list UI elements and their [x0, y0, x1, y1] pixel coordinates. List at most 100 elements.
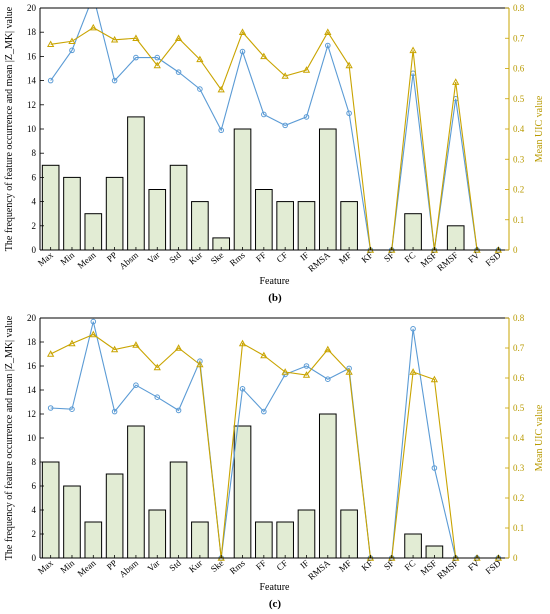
- bar-var: [148, 509, 167, 559]
- bar-max: [41, 164, 60, 251]
- right-tick-label: 0.8: [513, 3, 525, 13]
- uic-point-std: [174, 34, 183, 41]
- uic-point-ske: [217, 85, 225, 93]
- uic-point-if: [302, 66, 311, 73]
- zmk-point-if: [303, 114, 310, 120]
- bar-mean: [84, 213, 103, 251]
- left-tick-label: 0: [32, 245, 37, 255]
- x-tick-label-var: Var: [146, 250, 162, 266]
- y-axis-right-title: Mean UIC value: [534, 95, 545, 162]
- x-tick-label-pp: PP: [105, 250, 119, 264]
- uic-point-var: [153, 61, 161, 69]
- bar-pp: [105, 176, 124, 251]
- bar-kur: [191, 201, 209, 251]
- series-uic-line: [50, 27, 499, 251]
- x-tick-label-if: IF: [298, 250, 311, 263]
- x-tick-label-ff: FF: [254, 250, 268, 264]
- zmk-point-mf: [346, 365, 352, 372]
- uic-point-absm: [132, 341, 140, 348]
- zmk-point-rms: [239, 48, 246, 55]
- zmk-point-max: [47, 405, 54, 411]
- x-tick-label-fc: FC: [402, 558, 417, 573]
- bar-mf: [340, 509, 358, 559]
- uic-point-rms: [238, 28, 247, 35]
- right-tick-label: 0.5: [513, 403, 525, 413]
- y-axis-title: The frequency of feature occurrence and …: [4, 6, 15, 251]
- bar-pp: [105, 473, 124, 559]
- left-tick-label: 4: [32, 505, 37, 515]
- zmk-point-var: [154, 54, 161, 61]
- x-tick-label-mean: Mean: [75, 558, 98, 579]
- panel-caption: (b): [268, 292, 282, 304]
- zmk-point-rmsa: [325, 42, 331, 49]
- left-tick-label: 12: [27, 409, 36, 419]
- uic-point-cf: [281, 72, 289, 79]
- uic-point-ff: [260, 351, 268, 359]
- chart-panel-b: 0 2 4 6 8 10 12 14 16 18 20 0 0.1 0.2 0.3 0.4 0.5 0.6 0.7 0…: [4, 3, 545, 304]
- zmk-point-max: [47, 77, 54, 84]
- panel-caption: (c): [269, 598, 282, 610]
- zmk-point-mean: [90, 318, 97, 325]
- x-tick-label-var: Var: [146, 558, 162, 574]
- uic-point-var: [153, 363, 161, 371]
- x-tick-label-rmsa: RMSA: [306, 558, 332, 582]
- x-tick-label-mf: MF: [337, 250, 353, 266]
- left-tick-label: 8: [32, 148, 37, 158]
- x-tick-label-mean: Mean: [75, 250, 98, 271]
- zmk-point-cf: [282, 122, 288, 129]
- bar-kur: [191, 521, 209, 559]
- bar-ff: [255, 521, 273, 559]
- right-tick-label: 0.7: [513, 33, 525, 43]
- right-tick-label: 0.1: [513, 215, 524, 225]
- left-tick-label: 14: [27, 385, 37, 395]
- x-tick-label-if: IF: [298, 558, 311, 571]
- x-tick-label-sf: SF: [382, 250, 396, 264]
- bar-rms: [233, 128, 252, 251]
- x-tick-label-sf: SF: [382, 558, 396, 572]
- uic-point-mean: [89, 330, 97, 338]
- bar-absm: [127, 425, 145, 559]
- zmk-point-absm: [133, 54, 139, 61]
- bar-cf: [276, 521, 294, 559]
- uic-point-std: [174, 344, 183, 351]
- left-tick-label: 14: [27, 76, 37, 86]
- bar-rmsf: [446, 225, 465, 251]
- bar-if: [297, 201, 316, 251]
- bar-max: [41, 461, 60, 559]
- uic-point-kur: [196, 360, 204, 368]
- zmk-point-rms: [239, 386, 246, 392]
- left-tick-label: 6: [32, 481, 37, 491]
- x-tick-label-std: Std: [167, 558, 183, 574]
- zmk-point-rmsa: [325, 376, 331, 383]
- uic-point-max: [47, 350, 55, 357]
- uic-point-pp: [110, 345, 119, 353]
- bar-min: [63, 176, 81, 251]
- zmk-point-kur: [197, 86, 203, 92]
- chart-panel-c: 0 2 4 6 8 10 12 14 16 18 20 0 0.1 0.2 0.3 0.4 0.5 0.6 0.7 0…: [4, 313, 545, 610]
- x-tick-label-min: Min: [58, 558, 76, 576]
- right-tick-label: 0: [513, 553, 518, 563]
- zmk-point-ff: [261, 111, 267, 118]
- uic-point-absm: [132, 34, 140, 41]
- right-tick-label: 0.5: [513, 94, 525, 104]
- x-tick-label-pp: PP: [105, 558, 119, 572]
- uic-point-msf: [430, 375, 439, 383]
- left-tick-label: 6: [32, 172, 37, 182]
- bar-mean: [84, 521, 103, 559]
- right-tick-label: 0.8: [513, 313, 525, 323]
- left-tick-label: 2: [32, 529, 37, 539]
- uic-point-min: [68, 37, 76, 45]
- y-axis-title: The frequency of feature occurrence and …: [4, 315, 15, 560]
- bar-cf: [276, 201, 294, 251]
- uic-point-rmsf: [452, 78, 460, 85]
- left-tick-label: 4: [32, 197, 37, 207]
- y-axis-right-title: Mean UIC value: [534, 404, 545, 471]
- x-tick-label-rms: Rms: [228, 558, 247, 577]
- x-tick-label-fc: FC: [402, 250, 417, 265]
- bar-rmsa: [318, 128, 337, 251]
- bar-std: [169, 461, 188, 559]
- zmk-point-min: [69, 47, 75, 54]
- zmk-point-msf: [431, 465, 438, 471]
- zmk-point-ff: [261, 408, 267, 415]
- right-tick-label: 0.1: [513, 523, 524, 533]
